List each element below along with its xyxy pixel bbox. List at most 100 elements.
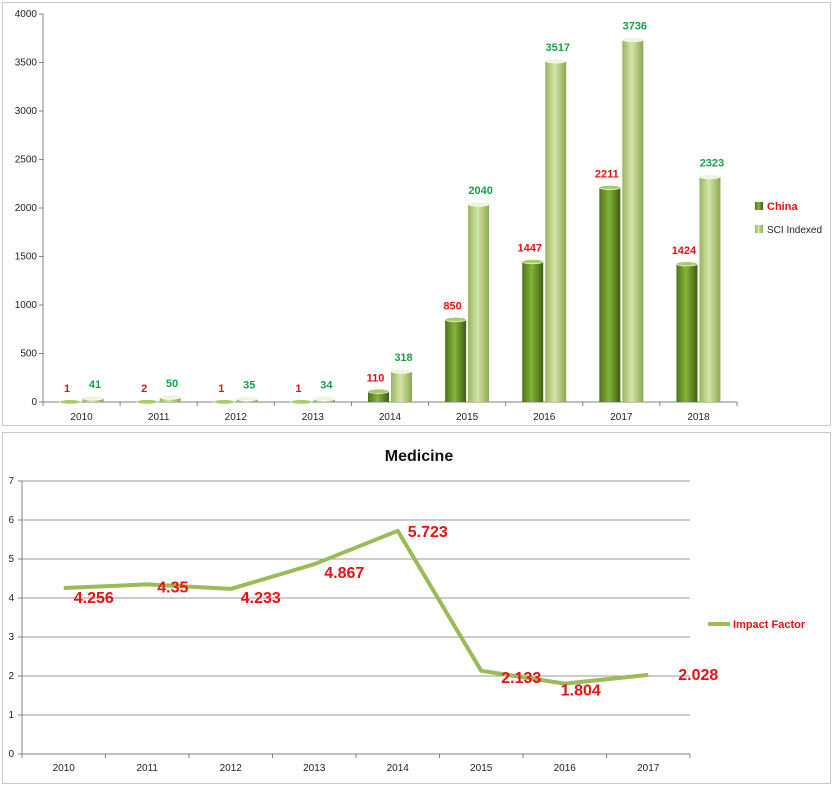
legend-label-impact-factor: Impact Factor xyxy=(733,619,806,631)
bar-legend: China SCI Indexed xyxy=(755,201,822,236)
bar-sci-indexed-2018 xyxy=(699,176,721,402)
x-tick-label: 2013 xyxy=(303,763,326,774)
bar-china-2017 xyxy=(599,187,621,402)
x-tick-label: 2016 xyxy=(554,763,577,774)
x-tick-label: 2014 xyxy=(379,412,402,423)
data-label-impact-factor-2014: 5.723 xyxy=(408,524,448,541)
y-tick-label: 1000 xyxy=(15,300,38,311)
bar-sci-indexed-2014 xyxy=(391,371,412,402)
x-tick-label: 2011 xyxy=(136,763,158,774)
legend-swatch-china xyxy=(755,202,763,210)
x-tick-label: 2011 xyxy=(148,412,170,423)
bar-cap-china-2016 xyxy=(521,259,544,265)
bar-cap-sci-indexed-2015 xyxy=(467,201,490,207)
bar-cap-sci-indexed-2011 xyxy=(159,394,181,400)
bar-chart-panel: 0 500 1000 1500 2000 2500 3000 3500 4000 2010 1 41… xyxy=(2,2,831,426)
bar-cap-sci-indexed-2018 xyxy=(699,174,721,180)
x-tick-label: 2018 xyxy=(687,412,710,423)
y-tick-label: 1 xyxy=(8,710,14,721)
y-tick-label: 2500 xyxy=(15,155,38,166)
y-tick-label: 4000 xyxy=(15,9,38,20)
bar-china-2018 xyxy=(676,263,698,402)
legend-label-sci-indexed: SCI Indexed xyxy=(767,225,822,236)
y-tick-label: 1500 xyxy=(15,252,38,263)
bar-china-2014 xyxy=(368,391,389,402)
bar-cap-sci-indexed-2012 xyxy=(236,396,259,402)
bar-cap-china-2011 xyxy=(136,399,158,405)
x-tick-label: 2017 xyxy=(610,412,633,423)
y-tick-label: 0 xyxy=(31,397,37,408)
bar-cap-china-2013 xyxy=(290,399,313,405)
line-chart: Medicine 0 1 2 3 4 5 6 7 2010 2011 2012 2013 2014 201… xyxy=(8,448,806,774)
data-label-sci-indexed-2014: 318 xyxy=(394,352,412,364)
data-label-impact-factor-2017: 2.028 xyxy=(678,667,718,684)
x-tick-label: 2010 xyxy=(53,763,76,774)
data-label-sci-indexed-2015: 2040 xyxy=(468,185,492,197)
legend-swatch-sci-indexed xyxy=(755,225,763,233)
y-tick-label: 2000 xyxy=(15,203,38,214)
y-tick-label: 6 xyxy=(8,515,14,526)
legend-label-china: China xyxy=(767,201,798,213)
data-label-sci-indexed-2010: 41 xyxy=(89,379,101,391)
x-tick-label: 2015 xyxy=(456,412,479,423)
data-label-impact-factor-2010: 4.256 xyxy=(74,590,114,607)
x-tick-label: 2012 xyxy=(220,763,243,774)
bar-chart: 0 500 1000 1500 2000 2500 3000 3500 4000 2010 1 41… xyxy=(15,9,822,423)
line-chart-panel: Medicine 0 1 2 3 4 5 6 7 2010 2011 2012 2013 2014 201… xyxy=(2,432,831,784)
data-label-china-2010: 1 xyxy=(64,383,70,395)
data-label-sci-indexed-2017: 3736 xyxy=(623,21,647,33)
bar-cap-china-2017 xyxy=(599,185,621,191)
data-label-china-2018: 1424 xyxy=(672,245,697,257)
x-tick-label: 2015 xyxy=(470,763,493,774)
data-label-impact-factor-2013: 4.867 xyxy=(324,565,364,582)
x-tick-label: 2012 xyxy=(225,412,248,423)
y-tick-label: 3 xyxy=(8,632,14,643)
y-tick-label: 2 xyxy=(8,671,14,682)
bar-cap-sci-indexed-2010 xyxy=(82,395,104,401)
data-label-sci-indexed-2016: 3517 xyxy=(545,42,569,54)
bar-cap-china-2010 xyxy=(59,399,81,405)
data-label-impact-factor-2012: 4.233 xyxy=(241,590,281,607)
y-tick-label: 500 xyxy=(20,349,37,360)
impact-factor-line xyxy=(63,528,649,686)
data-label-china-2013: 1 xyxy=(295,383,301,395)
data-label-china-2016: 1447 xyxy=(517,243,541,255)
bar-cap-sci-indexed-2013 xyxy=(313,396,336,402)
data-label-china-2017: 2211 xyxy=(595,169,619,181)
data-label-sci-indexed-2018: 2323 xyxy=(700,158,724,170)
y-tick-label: 7 xyxy=(8,476,14,487)
data-label-sci-indexed-2012: 35 xyxy=(243,380,255,392)
data-label-impact-factor-2016: 1.804 xyxy=(561,683,601,700)
x-tick-label: 2013 xyxy=(302,412,325,423)
x-tick-label: 2010 xyxy=(70,412,93,423)
bar-cap-china-2012 xyxy=(213,399,236,405)
y-tick-label: 3000 xyxy=(15,106,38,117)
bar-cap-sci-indexed-2014 xyxy=(390,368,413,374)
bar-sci-indexed-2016 xyxy=(545,60,567,402)
bar-china-2015 xyxy=(445,319,467,402)
data-label-china-2012: 1 xyxy=(218,383,224,395)
bar-sci-indexed-2015 xyxy=(468,204,490,402)
bar-cap-sci-indexed-2016 xyxy=(544,58,567,64)
x-tick-label: 2014 xyxy=(387,763,410,774)
data-label-china-2014: 110 xyxy=(367,372,385,384)
y-tick-label: 4 xyxy=(8,593,14,604)
line-chart-title: Medicine xyxy=(385,448,454,465)
line-legend: Impact Factor xyxy=(708,619,806,631)
x-tick-label: 2016 xyxy=(533,412,556,423)
bar-cap-china-2018 xyxy=(676,261,698,267)
bar-cap-china-2014 xyxy=(367,388,390,394)
bar-cap-china-2015 xyxy=(444,317,467,323)
data-label-impact-factor-2015: 2.133 xyxy=(501,670,541,687)
y-tick-label: 3500 xyxy=(15,58,38,69)
data-label-sci-indexed-2011: 50 xyxy=(166,378,178,390)
data-label-impact-factor-2011: 4.35 xyxy=(157,579,188,596)
bar-sci-indexed-2017 xyxy=(622,39,644,402)
y-tick-label: 5 xyxy=(8,554,14,565)
data-label-china-2015: 850 xyxy=(443,301,461,313)
y-tick-label: 0 xyxy=(8,749,14,760)
bar-cap-sci-indexed-2017 xyxy=(622,37,644,43)
bar-china-2016 xyxy=(522,261,544,402)
x-tick-label: 2017 xyxy=(637,763,660,774)
data-label-china-2011: 2 xyxy=(141,383,147,395)
